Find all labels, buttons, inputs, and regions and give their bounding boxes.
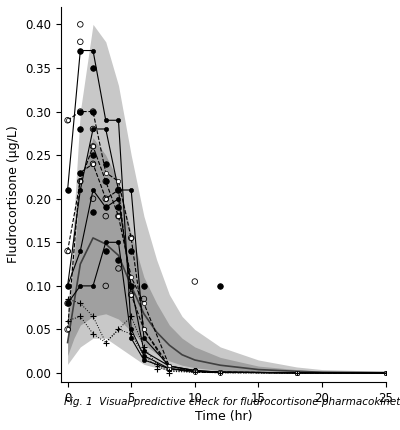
Y-axis label: Fludrocortisone (μg/L): Fludrocortisone (μg/L) — [7, 126, 20, 263]
Point — [90, 152, 96, 159]
Point — [128, 248, 134, 255]
Point — [166, 370, 172, 377]
Point — [90, 313, 96, 320]
Point — [77, 47, 84, 54]
Point — [217, 283, 224, 289]
X-axis label: Time (hr): Time (hr) — [195, 410, 252, 423]
Point — [64, 248, 71, 255]
Point — [90, 64, 96, 71]
Point — [102, 213, 109, 220]
Point — [64, 283, 71, 289]
Point — [77, 108, 84, 115]
Point — [128, 313, 134, 320]
Point — [115, 187, 122, 194]
Point — [128, 291, 134, 298]
Point — [64, 295, 71, 302]
Point — [77, 108, 84, 115]
Point — [64, 317, 71, 324]
Point — [90, 143, 96, 150]
Point — [192, 278, 198, 285]
Point — [64, 187, 71, 194]
Point — [90, 108, 96, 115]
Point — [77, 178, 84, 185]
Point — [64, 300, 71, 307]
Point — [141, 283, 147, 289]
Point — [90, 330, 96, 337]
Point — [90, 209, 96, 215]
Point — [115, 326, 122, 333]
Point — [90, 126, 96, 132]
Point — [77, 169, 84, 176]
Point — [102, 248, 109, 255]
Point — [102, 195, 109, 202]
Point — [77, 313, 84, 320]
Point — [141, 344, 147, 350]
Point — [115, 213, 122, 220]
Point — [115, 265, 122, 272]
Point — [90, 108, 96, 115]
Point — [64, 300, 71, 307]
Point — [64, 117, 71, 124]
Point — [154, 365, 160, 372]
Point — [115, 204, 122, 211]
Point — [128, 234, 134, 241]
Point — [115, 187, 122, 194]
Point — [77, 300, 84, 307]
Point — [102, 204, 109, 211]
Point — [102, 283, 109, 289]
Point — [90, 160, 96, 167]
Point — [141, 295, 147, 302]
Point — [90, 195, 96, 202]
Point — [102, 339, 109, 346]
Point — [102, 160, 109, 167]
Point — [128, 283, 134, 289]
Point — [115, 256, 122, 263]
Point — [102, 178, 109, 185]
Point — [64, 326, 71, 333]
Text: Fig. 1  Visual predictive check for fludrocortisone pharmacokinetic: Fig. 1 Visual predictive check for fludr… — [64, 397, 400, 407]
Point — [77, 38, 84, 45]
Point — [77, 21, 84, 28]
Point — [77, 126, 84, 132]
Point — [102, 178, 109, 185]
